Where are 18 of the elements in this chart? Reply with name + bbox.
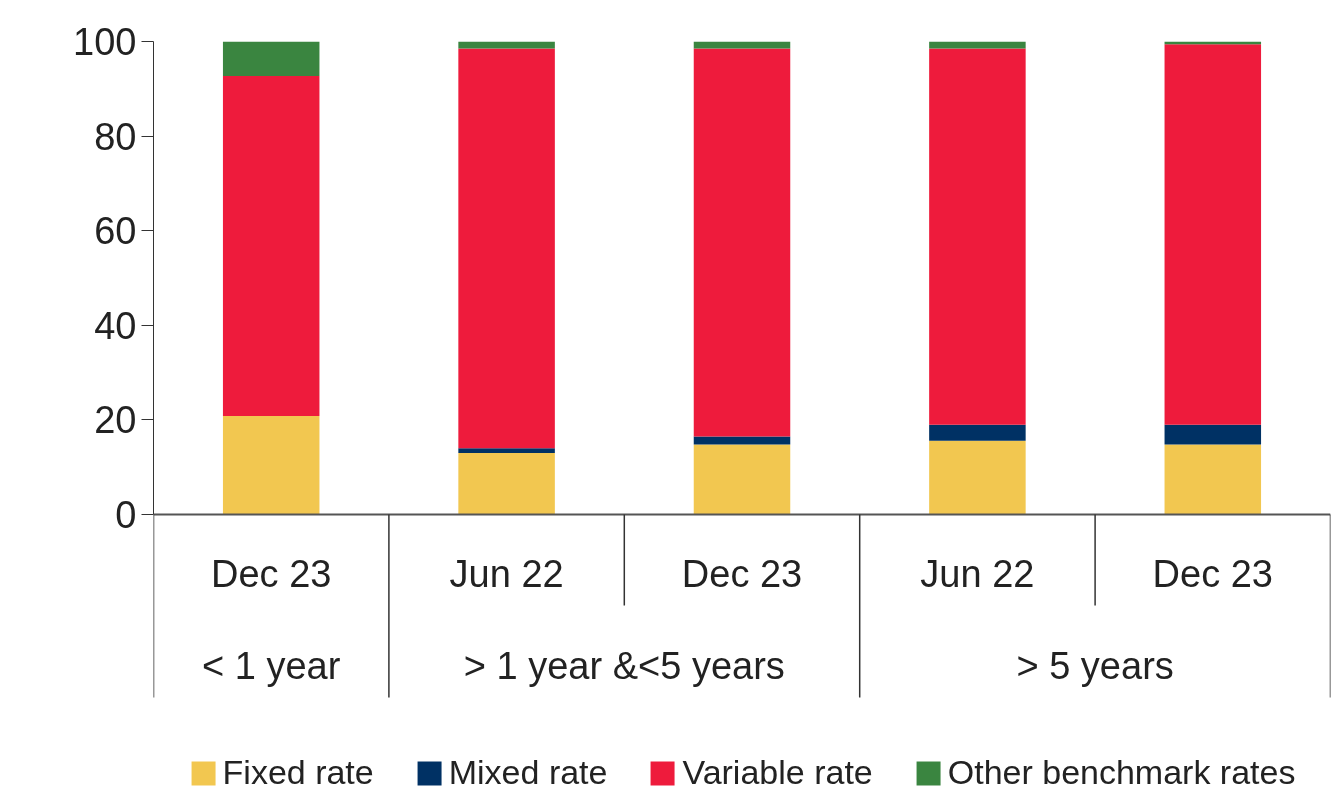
y-tick-label: 60 [94, 210, 137, 253]
legend-label: Other benchmark rates [947, 753, 1296, 792]
x-tick-label: Jun 22 [449, 552, 564, 595]
x-tick-label: Dec 23 [1152, 552, 1274, 595]
legend-label: Fixed rate [222, 753, 374, 792]
y-tick-label: 40 [94, 304, 137, 347]
x-tick-label: Jun 22 [920, 552, 1035, 595]
x-tick-label: Dec 23 [211, 552, 332, 595]
x-tick-label: Dec 23 [681, 552, 803, 595]
y-tick-label: 0 [115, 494, 137, 536]
text: > 1 year &<5 years [463, 644, 785, 687]
text: < 1 year [202, 644, 341, 687]
legend-label: Variable rate [682, 753, 873, 792]
y-tick-label: 80 [94, 115, 137, 158]
y-tick-label: 20 [94, 399, 137, 442]
text: > 5 years [1016, 644, 1174, 687]
y-tick-label: 100 [73, 21, 137, 63]
legend-label: Mixed rate [448, 753, 608, 792]
